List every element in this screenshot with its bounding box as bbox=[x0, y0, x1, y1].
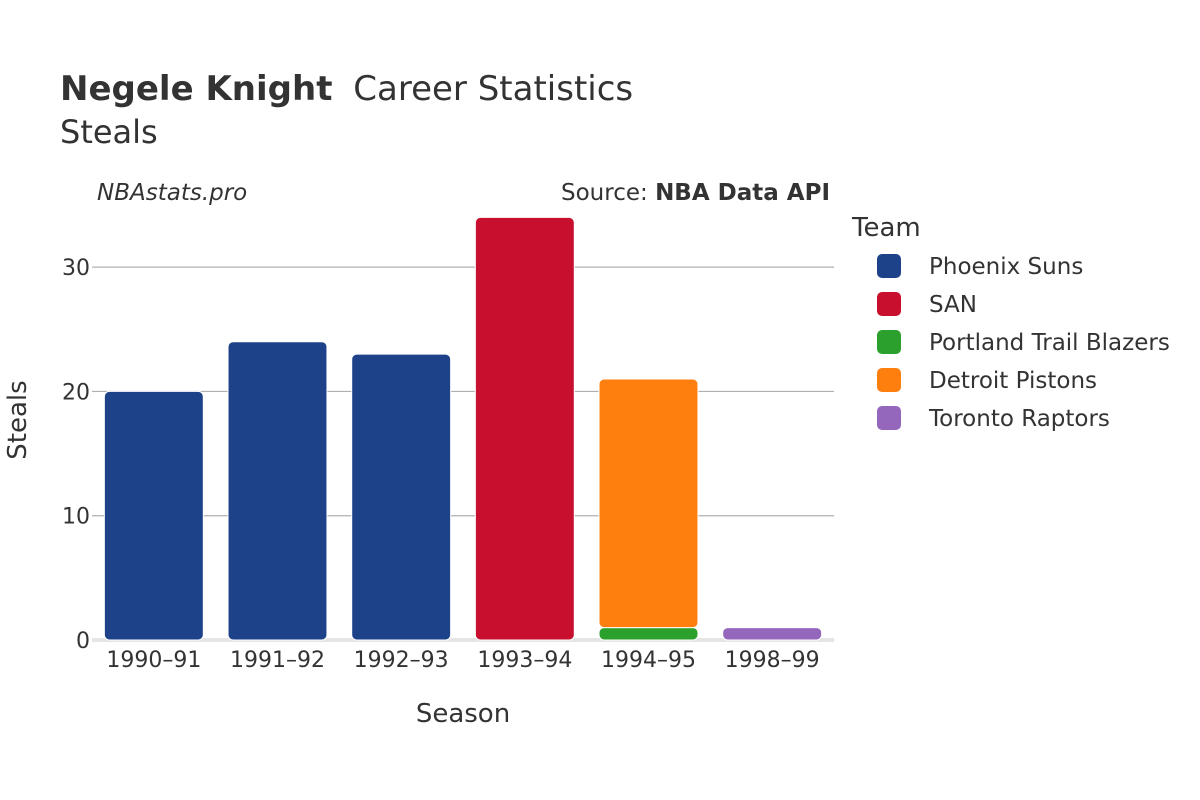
legend-swatch bbox=[877, 406, 901, 430]
y-tick-labels: 0 10 20 30 bbox=[62, 256, 90, 654]
y-tick-label: 20 bbox=[62, 380, 90, 405]
gridlines bbox=[92, 266, 834, 642]
legend-label: Portland Trail Blazers bbox=[929, 330, 1170, 356]
legend-label: Phoenix Suns bbox=[929, 254, 1083, 280]
y-tick-label: 30 bbox=[62, 256, 90, 281]
y-axis-title: Steals bbox=[3, 380, 33, 459]
x-tick-label: 1991–92 bbox=[230, 648, 325, 673]
legend-swatch bbox=[877, 330, 901, 354]
legend-swatch bbox=[877, 292, 901, 316]
legend-label: Detroit Pistons bbox=[929, 368, 1097, 394]
legend-title: Team bbox=[851, 213, 921, 243]
legend-label: SAN bbox=[929, 292, 977, 318]
chart-subtitle: Steals bbox=[60, 113, 158, 151]
x-tick-label: 1990–91 bbox=[106, 648, 201, 673]
x-tick-label: 1994–95 bbox=[601, 648, 696, 673]
bar-segment bbox=[103, 390, 204, 641]
source-line: Source: NBA Data API bbox=[561, 180, 830, 206]
legend-swatch bbox=[877, 368, 901, 392]
legend: Phoenix Suns SAN Portland Trail Blazers Det… bbox=[877, 254, 1170, 432]
bars bbox=[103, 216, 823, 641]
chart-title: Negele Knight Career Statistics bbox=[60, 69, 633, 109]
y-tick-label: 0 bbox=[76, 629, 90, 654]
bar-segment bbox=[474, 216, 575, 641]
bar-segment bbox=[227, 341, 328, 641]
x-tick-label: 1993–94 bbox=[477, 648, 572, 673]
source-name: NBA Data API bbox=[655, 180, 830, 206]
bar-segment bbox=[722, 627, 823, 641]
bar-segment bbox=[351, 353, 452, 641]
bar-segment bbox=[598, 627, 699, 641]
legend-label: Toronto Raptors bbox=[928, 406, 1110, 432]
x-tick-label: 1992–93 bbox=[354, 648, 449, 673]
watermark: NBAstats.pro bbox=[97, 180, 247, 206]
x-tick-label: 1998–99 bbox=[725, 648, 820, 673]
bar-segment bbox=[598, 378, 699, 629]
legend-swatch bbox=[877, 254, 901, 278]
title-suffix: Career Statistics bbox=[353, 69, 633, 109]
player-name: Negele Knight bbox=[60, 69, 332, 109]
y-tick-label: 10 bbox=[62, 505, 90, 530]
x-tick-labels: 1990–91 1991–92 1992–93 1993–94 1994–95 1998–… bbox=[106, 648, 819, 673]
x-axis-title: Season bbox=[416, 699, 510, 729]
source-prefix: Source: bbox=[561, 180, 655, 206]
